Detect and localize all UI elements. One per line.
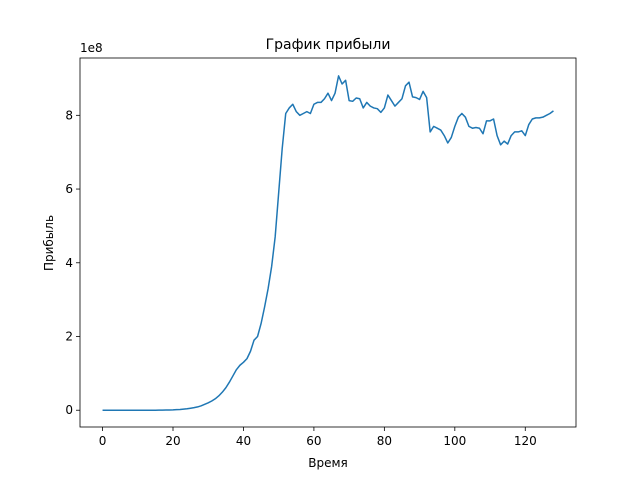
x-tick-label: 120	[514, 434, 537, 448]
x-tick-label: 0	[99, 434, 107, 448]
x-axis-label: Время	[308, 456, 348, 470]
y-offset-label: 1e8	[80, 41, 103, 55]
x-tick-label: 60	[306, 434, 321, 448]
x-tick-label: 20	[165, 434, 180, 448]
y-tick-label: 6	[65, 182, 73, 196]
y-tick-label: 2	[65, 330, 73, 344]
x-tick-label: 40	[236, 434, 251, 448]
data-line	[102, 75, 554, 411]
y-tick-label: 4	[65, 256, 73, 270]
x-tick-label: 100	[443, 434, 466, 448]
chart-title: График прибыли	[266, 37, 391, 53]
y-axis-label: Прибыль	[42, 215, 56, 271]
x-tick-label: 80	[377, 434, 392, 448]
y-tick-label: 8	[65, 108, 73, 122]
y-tick-label: 0	[65, 403, 73, 417]
axes-frame	[79, 57, 577, 428]
